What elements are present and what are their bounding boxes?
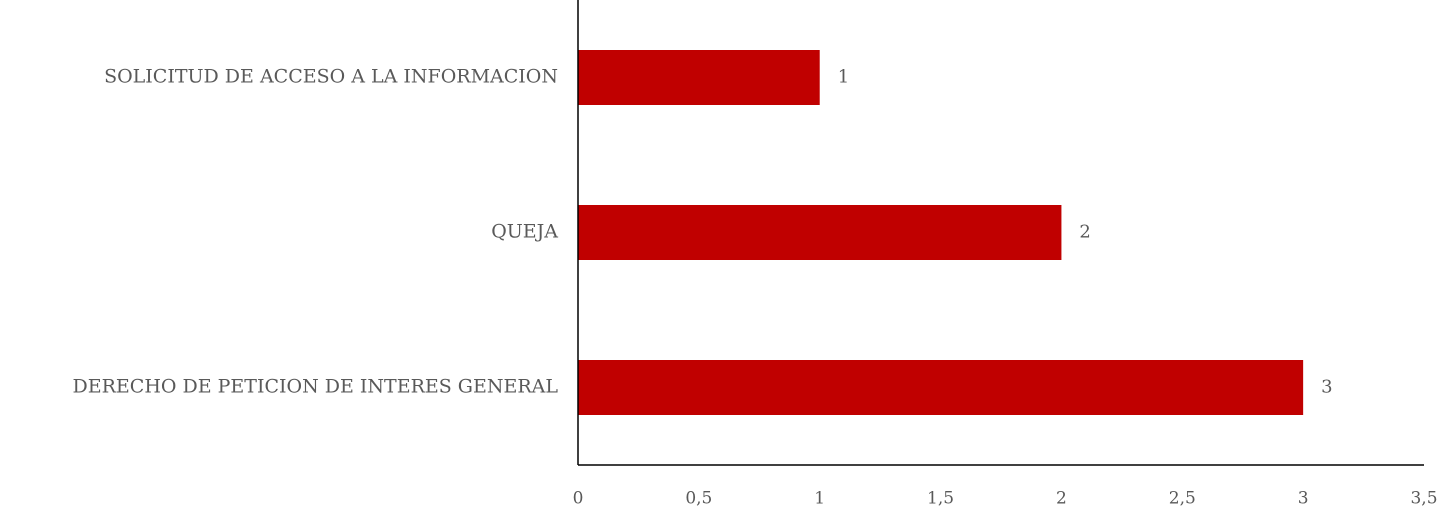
x-tick-label: 3 bbox=[1298, 489, 1309, 509]
data-label: 1 bbox=[838, 67, 849, 88]
x-tick-label: 0,5 bbox=[685, 489, 712, 509]
x-tick-label: 1,5 bbox=[927, 489, 954, 509]
data-label: 2 bbox=[1079, 222, 1090, 243]
data-labels: 1 2 3 bbox=[838, 67, 1333, 398]
bar-2 bbox=[578, 205, 1062, 260]
bar-1 bbox=[578, 50, 820, 105]
bar-3 bbox=[578, 360, 1304, 415]
x-tick-label: 3,5 bbox=[1410, 489, 1437, 509]
x-tick-label: 2,5 bbox=[1169, 489, 1196, 509]
x-axis-tick-labels: 0 0,5 1 1,5 2 2,5 3 3,5 bbox=[573, 489, 1438, 509]
data-label: 3 bbox=[1321, 377, 1332, 398]
x-tick-label: 1 bbox=[814, 489, 825, 509]
category-labels: SOLICITUD DE ACCESO A LA INFORMACION QUEJ… bbox=[73, 66, 559, 398]
category-label: QUEJA bbox=[491, 221, 558, 243]
bars-group bbox=[578, 50, 1304, 415]
category-label: SOLICITUD DE ACCESO A LA INFORMACION bbox=[104, 66, 558, 88]
x-tick-label: 2 bbox=[1056, 489, 1067, 509]
category-label: DERECHO DE PETICION DE INTERES GENERAL bbox=[73, 376, 559, 398]
x-tick-label: 0 bbox=[573, 489, 584, 509]
